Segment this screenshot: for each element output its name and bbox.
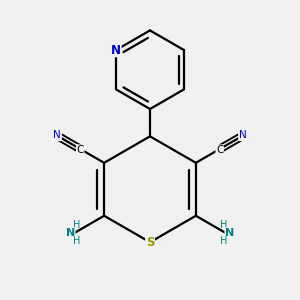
Text: H: H: [220, 236, 227, 246]
Text: N: N: [53, 130, 61, 140]
Text: C: C: [216, 145, 224, 155]
Text: N: N: [239, 130, 247, 140]
Text: H: H: [73, 236, 80, 246]
Text: N: N: [66, 228, 75, 238]
Text: C: C: [76, 145, 84, 155]
Text: N: N: [111, 44, 121, 57]
Text: S: S: [146, 236, 154, 249]
Text: H: H: [73, 220, 80, 230]
Text: H: H: [220, 220, 227, 230]
Text: N: N: [225, 228, 234, 238]
